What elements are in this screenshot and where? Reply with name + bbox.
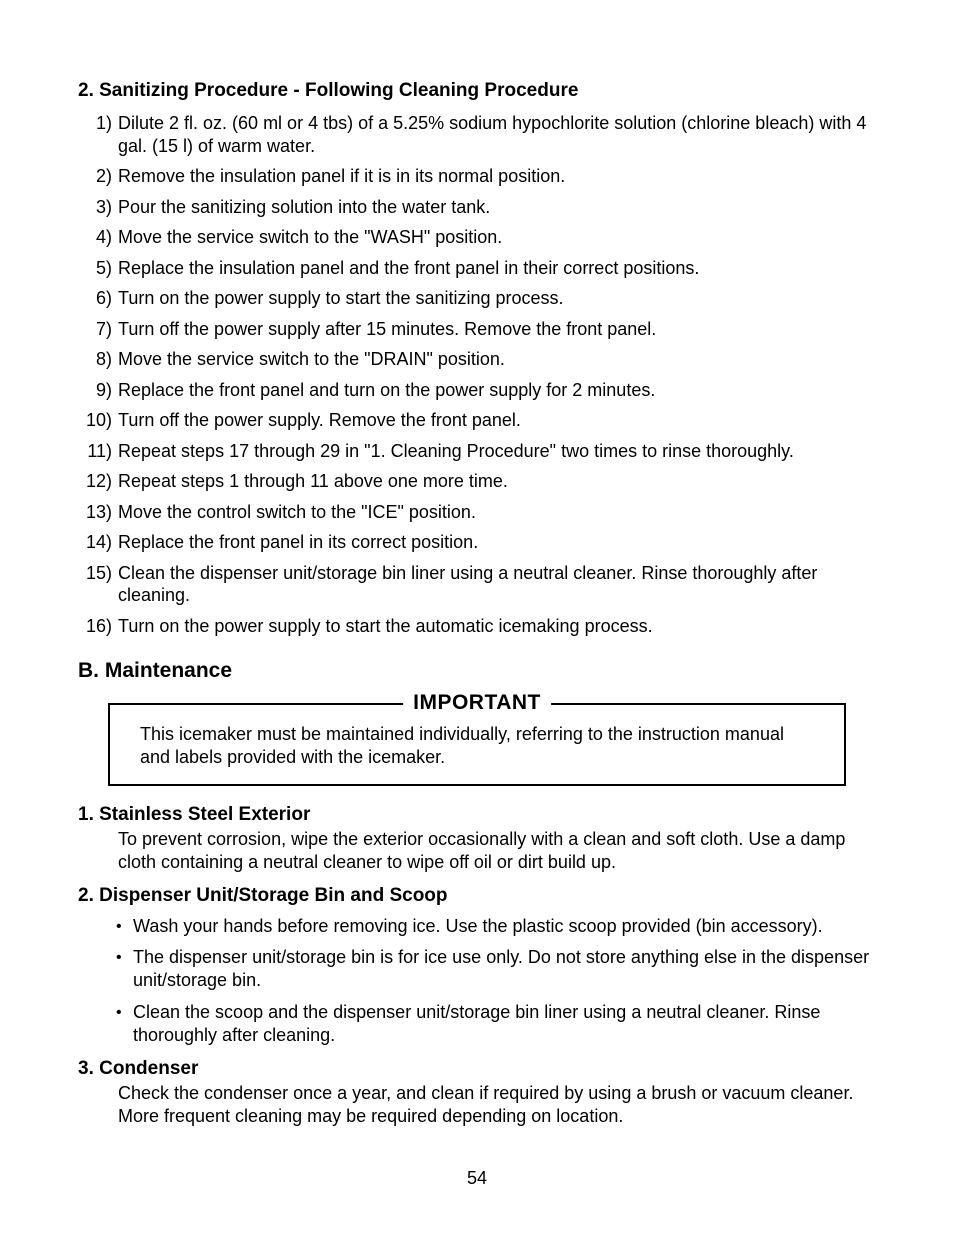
step-number: 16) (78, 615, 118, 638)
maint-bullet: Clean the scoop and the dispenser unit/s… (78, 1001, 876, 1048)
step-number: 5) (78, 257, 118, 280)
step-text: Turn off the power supply. Remove the fr… (118, 409, 876, 432)
step-row: 5)Replace the insulation panel and the f… (78, 257, 876, 280)
step-number: 6) (78, 287, 118, 310)
step-text: Remove the insulation panel if it is in … (118, 165, 876, 188)
step-text: Turn off the power supply after 15 minut… (118, 318, 876, 341)
step-text: Replace the insulation panel and the fro… (118, 257, 876, 280)
step-number: 7) (78, 318, 118, 341)
step-text: Replace the front panel and turn on the … (118, 379, 876, 402)
important-box: IMPORTANT This icemaker must be maintain… (108, 703, 846, 786)
step-row: 11)Repeat steps 17 through 29 in "1. Cle… (78, 440, 876, 463)
step-text: Repeat steps 17 through 29 in "1. Cleani… (118, 440, 876, 463)
step-text: Dilute 2 fl. oz. (60 ml or 4 tbs) of a 5… (118, 112, 876, 157)
important-label: IMPORTANT (403, 691, 551, 715)
page-number: 54 (0, 1168, 954, 1189)
maint-item-heading: 2. Dispenser Unit/Storage Bin and Scoop (78, 885, 876, 907)
step-text: Pour the sanitizing solution into the wa… (118, 196, 876, 219)
step-row: 15)Clean the dispenser unit/storage bin … (78, 562, 876, 607)
step-text: Turn on the power supply to start the sa… (118, 287, 876, 310)
step-row: 12)Repeat steps 1 through 11 above one m… (78, 470, 876, 493)
step-text: Move the service switch to the "DRAIN" p… (118, 348, 876, 371)
step-number: 15) (78, 562, 118, 585)
sanitizing-steps-list: 1)Dilute 2 fl. oz. (60 ml or 4 tbs) of a… (78, 112, 876, 637)
maint-item-heading: 3. Condenser (78, 1058, 876, 1080)
step-row: 10)Turn off the power supply. Remove the… (78, 409, 876, 432)
step-text: Move the control switch to the "ICE" pos… (118, 501, 876, 524)
step-number: 12) (78, 470, 118, 493)
step-row: 6)Turn on the power supply to start the … (78, 287, 876, 310)
step-row: 14)Replace the front panel in its correc… (78, 531, 876, 554)
step-number: 9) (78, 379, 118, 402)
step-row: 3)Pour the sanitizing solution into the … (78, 196, 876, 219)
maint-item-body: Check the condenser once a year, and cle… (118, 1082, 876, 1129)
maint-bullet: The dispenser unit/storage bin is for ic… (78, 946, 876, 993)
step-number: 13) (78, 501, 118, 524)
step-row: 13)Move the control switch to the "ICE" … (78, 501, 876, 524)
step-row: 16)Turn on the power supply to start the… (78, 615, 876, 638)
step-text: Repeat steps 1 through 11 above one more… (118, 470, 876, 493)
maintenance-heading: B. Maintenance (78, 659, 876, 683)
step-row: 8)Move the service switch to the "DRAIN"… (78, 348, 876, 371)
step-row: 4)Move the service switch to the "WASH" … (78, 226, 876, 249)
step-number: 3) (78, 196, 118, 219)
step-number: 11) (78, 440, 118, 463)
step-text: Move the service switch to the "WASH" po… (118, 226, 876, 249)
step-number: 8) (78, 348, 118, 371)
step-text: Turn on the power supply to start the au… (118, 615, 876, 638)
step-number: 10) (78, 409, 118, 432)
step-row: 2)Remove the insulation panel if it is i… (78, 165, 876, 188)
step-number: 2) (78, 165, 118, 188)
step-text: Replace the front panel in its correct p… (118, 531, 876, 554)
maint-item-heading: 1. Stainless Steel Exterior (78, 804, 876, 826)
document-page: 2. Sanitizing Procedure - Following Clea… (0, 0, 954, 1235)
step-row: 9)Replace the front panel and turn on th… (78, 379, 876, 402)
step-number: 4) (78, 226, 118, 249)
maint-bullet: Wash your hands before removing ice. Use… (78, 915, 876, 938)
sanitizing-heading: 2. Sanitizing Procedure - Following Clea… (78, 80, 876, 102)
maint-bullet-list: Wash your hands before removing ice. Use… (78, 915, 876, 1048)
step-row: 7)Turn off the power supply after 15 min… (78, 318, 876, 341)
step-number: 14) (78, 531, 118, 554)
important-body: This icemaker must be maintained individ… (140, 723, 814, 770)
maint-item-body: To prevent corrosion, wipe the exterior … (118, 828, 876, 875)
step-text: Clean the dispenser unit/storage bin lin… (118, 562, 876, 607)
step-number: 1) (78, 112, 118, 135)
step-row: 1)Dilute 2 fl. oz. (60 ml or 4 tbs) of a… (78, 112, 876, 157)
